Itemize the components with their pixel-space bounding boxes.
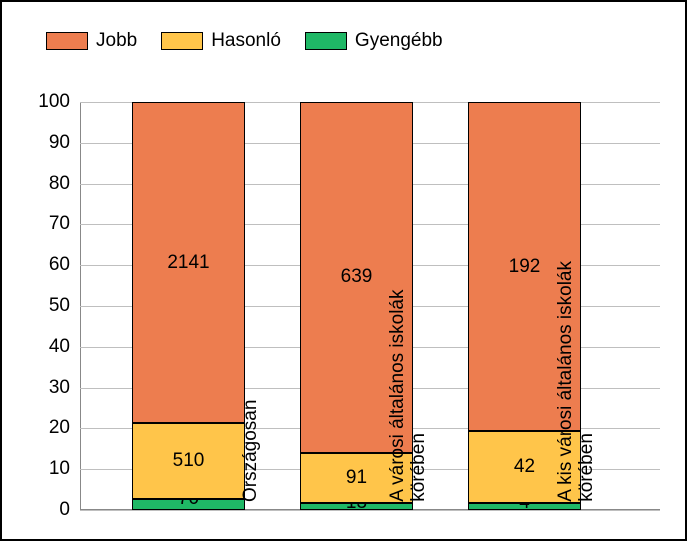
- bar-orszagosan: 70 510 2141: [132, 102, 245, 510]
- legend: Jobb Hasonló Gyengébb: [46, 30, 443, 52]
- y-tick-label: 10: [20, 458, 80, 480]
- segment-gyengebb: 70: [132, 499, 245, 510]
- y-tick-label: 50: [20, 295, 80, 317]
- segment-value-label: 510: [173, 450, 205, 472]
- legend-item-jobb: Jobb: [46, 30, 137, 52]
- segment-value-label: 192: [509, 256, 541, 278]
- y-tick-label: 70: [20, 213, 80, 235]
- category-label-kis_varosi: A kis városi általános iskolákkörében: [556, 261, 598, 502]
- y-tick-label: 80: [20, 173, 80, 195]
- y-tick-label: 30: [20, 377, 80, 399]
- segment-gyengebb: 13: [300, 503, 413, 510]
- legend-swatch-hasonlo: [161, 32, 203, 50]
- gridline: [80, 510, 660, 511]
- legend-label-jobb: Jobb: [96, 30, 137, 52]
- y-tick-label: 60: [20, 254, 80, 276]
- category-label-varosi: A városi általános iskolákkörében: [388, 290, 430, 502]
- segment-value-label: 639: [341, 266, 373, 288]
- y-tick-label: 40: [20, 336, 80, 358]
- legend-label-gyengebb: Gyengébb: [355, 30, 443, 52]
- legend-swatch-jobb: [46, 32, 88, 50]
- y-tick-label: 90: [20, 132, 80, 154]
- legend-swatch-gyengebb: [305, 32, 347, 50]
- segment-gyengebb: 4: [468, 503, 581, 510]
- y-tick-label: 0: [20, 499, 80, 521]
- segment-hasonlo: 510: [132, 423, 245, 499]
- legend-item-gyengebb: Gyengébb: [305, 30, 443, 52]
- segment-jobb: 2141: [132, 102, 245, 423]
- segment-value-label: 42: [514, 456, 535, 478]
- y-tick-label: 20: [20, 417, 80, 439]
- plot-area: 0102030405060708090100705102141Országosa…: [80, 102, 660, 510]
- segment-value-label: 2141: [167, 252, 209, 274]
- legend-item-hasonlo: Hasonló: [161, 30, 281, 52]
- chart-container: Jobb Hasonló Gyengébb 0 10 20 30 40 50 60 70 80 9…: [0, 0, 687, 541]
- segment-value-label: 91: [346, 467, 367, 489]
- legend-label-hasonlo: Hasonló: [211, 30, 281, 52]
- category-label-orszagosan: Országosan: [240, 400, 262, 502]
- y-tick-label: 100: [20, 91, 80, 113]
